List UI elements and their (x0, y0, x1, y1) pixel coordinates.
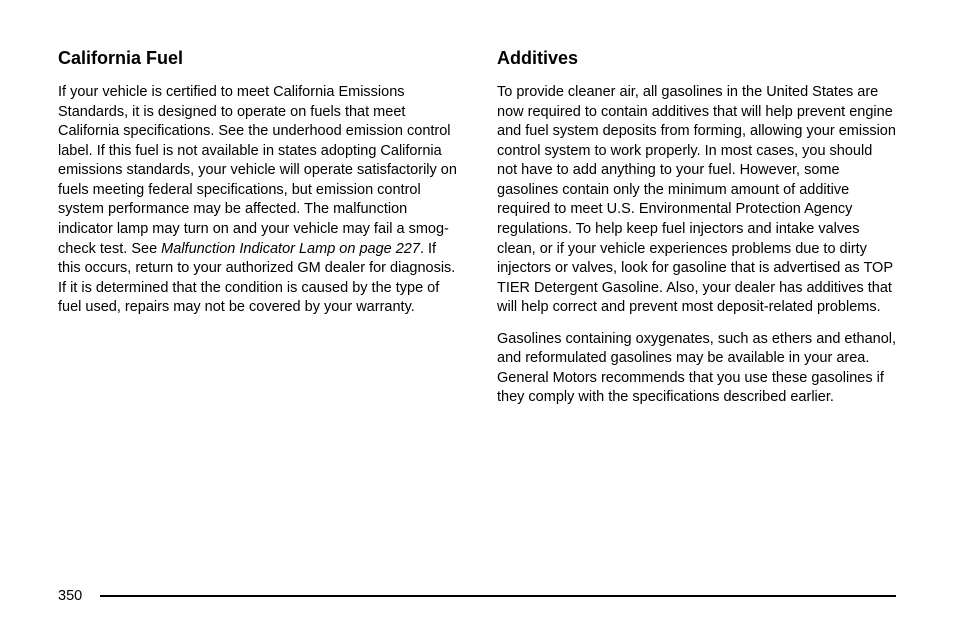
cross-reference-italic: Malfunction Indicator Lamp on page 227 (161, 241, 420, 257)
footer-divider-line (100, 595, 896, 597)
right-column: Additives To provide cleaner air, all ga… (497, 48, 896, 420)
page-number: 350 (58, 588, 82, 604)
left-column: California Fuel If your vehicle is certi… (58, 48, 457, 420)
california-fuel-paragraph: If your vehicle is certified to meet Cal… (58, 83, 457, 318)
additives-paragraph-2: Gasolines containing oxygenates, such as… (497, 330, 896, 408)
additives-heading: Additives (497, 48, 896, 69)
page-footer: 350 (58, 588, 896, 604)
page-content: California Fuel If your vehicle is certi… (58, 48, 896, 420)
paragraph-text-before: If your vehicle is certified to meet Cal… (58, 84, 457, 257)
additives-paragraph-1: To provide cleaner air, all gasolines in… (497, 83, 896, 318)
california-fuel-heading: California Fuel (58, 48, 457, 69)
